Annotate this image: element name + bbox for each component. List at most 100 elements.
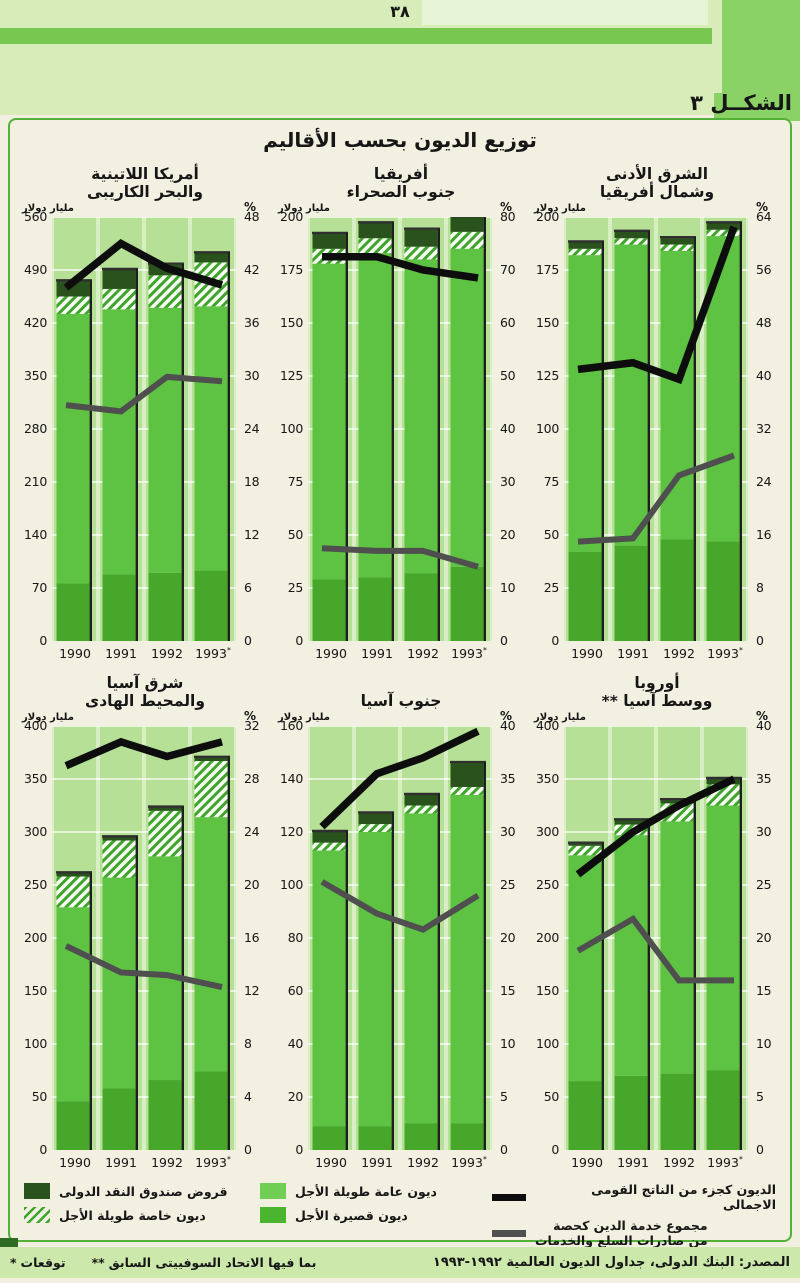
debt_service-line (576, 914, 734, 984)
right-axis-tick-label: 12 (244, 983, 260, 998)
right-axis-tick-label: 60 (500, 315, 516, 330)
left-axis-unit: مليار دولار (22, 712, 74, 723)
right-axis: 0 8 16 24 32 40 48 56 64 (752, 209, 778, 648)
bar-segment-private_long_term (450, 786, 484, 795)
left-axis-tick-label: 160 (280, 718, 303, 733)
axis-units: مليار دولار % (278, 709, 524, 726)
bar-segment-private_long_term (56, 296, 90, 314)
page-header: ٣٨ الشكــل ٣ (0, 0, 800, 121)
bar-segment-private_long_term (568, 248, 602, 256)
bar-segment-imf_credit (358, 223, 392, 239)
right-axis-tick-label: 32 (756, 421, 772, 436)
legend-label: ديون قصيرة الأجل (295, 1207, 408, 1223)
right-axis-tick-label: 30 (244, 368, 260, 383)
x-axis-year-label: 1993* (707, 1154, 743, 1170)
x-axis: 1990 1991 1992 1993* (52, 641, 236, 661)
footnote-text: توقعات (20, 1255, 66, 1270)
right-axis-tick-label: 32 (244, 718, 260, 733)
panel-latin-america-caribbean: أمريكا اللاتينية والبحر الكاريبى مليار دو… (20, 158, 268, 661)
right-axis: 0 6 12 18 24 30 36 42 48 (240, 209, 266, 648)
bar-segment-short_term (706, 541, 740, 641)
bar-segment-private_long_term (358, 238, 392, 254)
bar-segment-public_long_term (56, 313, 90, 584)
panel-title: أفريقيا جنوب الصحراء (278, 158, 524, 202)
panel-near-east-north-africa: الشرق الأدنى وشمال أفريقيا مليار دولار % … (532, 158, 780, 661)
x-axis-year-label: 1991 (105, 1155, 137, 1170)
page-number: ٣٨ (390, 2, 410, 21)
left-axis-tick-label: 140 (24, 527, 47, 542)
right-axis-tick-label: 10 (500, 580, 516, 595)
panel-east-asia-pacific: شرق آسيا والمحيط الهادى مليار دولار % 0 50… (20, 667, 268, 1170)
bar-segment-public_long_term (56, 907, 90, 1102)
right-axis-tick-label: 20 (500, 527, 516, 542)
left-axis-tick-label: 250 (24, 877, 47, 892)
left-axis-tick-label: 140 (280, 771, 303, 786)
bar-segment-public_long_term (706, 805, 740, 1071)
left-axis-tick-label: 400 (24, 718, 47, 733)
legend-column-3: الديون كجزء من الناتج القومى الاجمالى مج… (492, 1179, 776, 1251)
right-axis-unit: % (500, 709, 513, 723)
left-axis-unit: مليار دولار (534, 712, 586, 723)
panel-title-line: والمحيط الهادى (85, 692, 205, 711)
left-axis-tick-label: 490 (24, 262, 47, 277)
corner-print-block (0, 1238, 18, 1247)
stacked-bars (312, 217, 487, 641)
bar-segment-short_term (568, 551, 602, 641)
right-axis-tick-label: 18 (244, 474, 260, 489)
plot-area: 0 50 100 150 200 250 300 350 400 0 4 8 12 16 20 24 28 32 (22, 718, 268, 1157)
bar-segment-imf_credit (568, 843, 602, 846)
left-axis-tick-label: 40 (287, 1036, 304, 1051)
right-axis-tick-label: 24 (756, 474, 772, 489)
left-axis: 0 50 100 150 200 250 300 350 400 (22, 718, 50, 1157)
bar-segment-public_long_term (194, 306, 228, 571)
bar-segment-private_long_term (568, 845, 602, 856)
plot-area: 0 70 140 210 280 350 420 490 560 0 6 12 18 24 30 36 42 4… (22, 209, 268, 648)
chart-svg (52, 726, 236, 1150)
bar-segment-public_long_term (450, 248, 484, 567)
right-axis-tick-label: 70 (500, 262, 516, 277)
right-axis-tick-label: 42 (244, 262, 260, 277)
bar-segment-short_term (358, 577, 392, 641)
bar-segment-public_long_term (450, 794, 484, 1124)
bar-segment-imf_credit (102, 270, 136, 289)
right-axis-tick-label: 5 (756, 1089, 764, 1104)
left-axis-tick-label: 150 (24, 983, 47, 998)
panels-row-2: شرق آسيا والمحيط الهادى مليار دولار % 0 50… (20, 667, 780, 1170)
debt_service-line (321, 545, 479, 570)
left-axis-tick-label: 50 (287, 527, 304, 542)
right-axis-tick-label: 16 (244, 930, 260, 945)
panel-title: شرق آسيا والمحيط الهادى (22, 667, 268, 711)
bar-segment-short_term (660, 1073, 694, 1150)
left-axis-tick-label: 350 (24, 368, 47, 383)
right-axis-tick-label: 40 (756, 718, 772, 733)
left-axis-tick-label: 560 (24, 209, 47, 224)
debt_gnp-line (64, 737, 223, 770)
stacked-bars (56, 251, 231, 641)
page-footer: * توقعات ** بما فيها الاتحاد السوفييتى ا… (0, 1238, 800, 1278)
figure-label-chip (714, 93, 800, 121)
stacked-bars (56, 755, 231, 1150)
bar-segment-imf_credit (56, 873, 90, 877)
bar-segment-short_term (660, 539, 694, 641)
panel-title-line: جنوب آسيا (360, 692, 442, 711)
bar-segment-short_term (450, 566, 484, 641)
bar-segment-private_long_term (660, 244, 694, 251)
bar-segment-imf_credit (660, 238, 694, 245)
bar-segment-imf_credit (312, 832, 346, 843)
x-axis-year-label: 1991 (361, 1155, 393, 1170)
x-axis-year-label: 1991 (105, 646, 137, 661)
bar-segment-public_long_term (614, 835, 648, 1076)
bar-segment-public_long_term (194, 817, 228, 1072)
footnote-projections: * توقعات (10, 1255, 66, 1270)
legend-item-private-long-term: ديون خاصة طويلة الأجل (24, 1206, 260, 1224)
bar-segment-imf_credit (194, 757, 228, 761)
right-axis-tick-label: 15 (500, 983, 516, 998)
panel-title-line: أمريكا اللاتينية (91, 165, 199, 184)
left-axis-tick-label: 200 (536, 930, 559, 945)
bar-segment-private_long_term (358, 824, 392, 832)
bar-segment-short_term (404, 573, 438, 641)
left-axis-tick-label: 300 (536, 824, 559, 839)
legend-item-public-long-term: ديون عامة طويلة الأجل (260, 1182, 492, 1200)
left-axis: 0 50 100 150 200 250 300 350 400 (534, 718, 562, 1157)
left-axis-tick-label: 0 (551, 633, 559, 648)
